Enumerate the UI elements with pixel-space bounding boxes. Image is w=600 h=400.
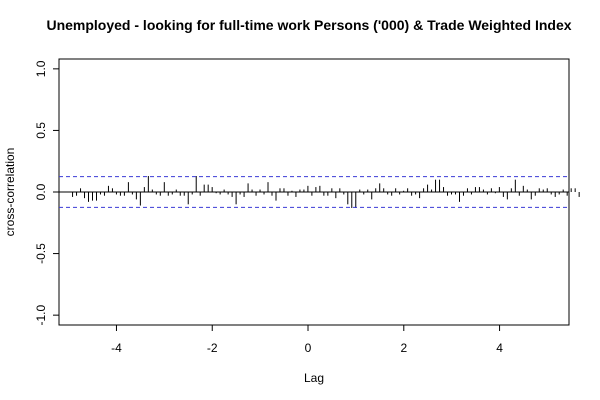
chart-title: Unemployed - looking for full-time work … [46,17,571,33]
y-tick-label: -0.5 [34,243,48,264]
x-tick-label: -4 [111,341,122,355]
x-tick-label: 4 [496,341,503,355]
y-tick-label: 1.0 [34,60,48,77]
x-axis: -4 -2 0 2 4 [111,324,503,355]
y-axis-label: cross-correlation [3,148,17,237]
x-tick-label: 2 [400,341,407,355]
ccf-bars [72,175,580,209]
y-tick-label: 0.5 [34,122,48,139]
x-tick-label: -2 [207,341,218,355]
y-tick-label: 0.0 [34,183,48,200]
reference-lines [59,176,569,208]
x-axis-label: Lag [304,371,324,385]
y-axis: -1.0 -0.5 0.0 0.5 1.0 [34,60,60,325]
x-tick-label: 0 [305,341,312,355]
y-tick-label: -1.0 [34,304,48,325]
